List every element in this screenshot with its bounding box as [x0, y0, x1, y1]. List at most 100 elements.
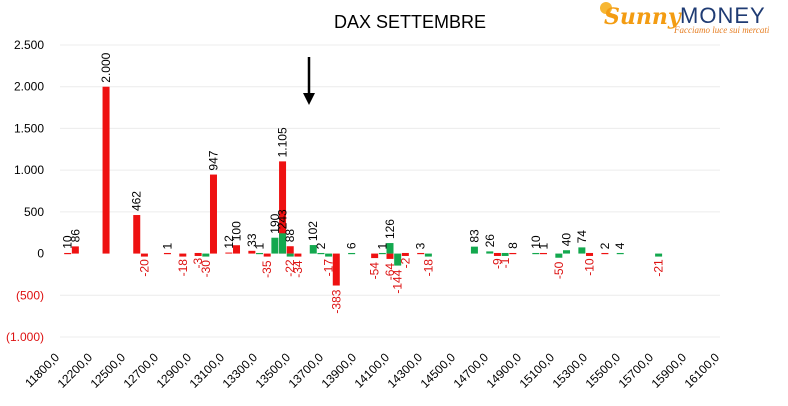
bar [348, 252, 356, 255]
data-label: 4 [613, 242, 627, 249]
bar [601, 252, 609, 255]
bar [294, 253, 302, 257]
x-tick-label: 14700,0 [451, 350, 492, 391]
bar [263, 253, 271, 257]
bar [563, 250, 571, 254]
data-label: 1.105 [276, 127, 290, 157]
data-label: -2 [398, 257, 412, 268]
x-tick-label: 11800,0 [22, 350, 62, 390]
x-tick-label: 15900,0 [649, 350, 690, 391]
logo-money-text: MONEY [680, 3, 766, 28]
data-label: 126 [383, 219, 397, 239]
gridlines [60, 44, 720, 338]
y-axis: 2.500 2.000 1.500 1.000 500 0 (500) (1.000) [6, 38, 44, 344]
y-tick-label: 2.500 [14, 38, 44, 52]
y-tick-label: 0 [37, 247, 44, 261]
chart-title: DAX SETTEMBRE [334, 12, 486, 32]
data-label: 102 [306, 221, 320, 241]
bar [501, 252, 509, 256]
x-tick-label: 12500,0 [88, 350, 129, 391]
bar [286, 253, 294, 257]
bar [655, 253, 663, 257]
data-label: 2 [598, 242, 612, 249]
data-label: -20 [137, 259, 151, 277]
data-label: 40 [560, 233, 574, 247]
bar [309, 245, 317, 254]
y-tick-label: 2.000 [14, 80, 44, 94]
x-tick-label: 13900,0 [319, 350, 360, 391]
data-label: 8 [506, 242, 520, 249]
data-label: -34 [291, 260, 305, 278]
bar [386, 243, 394, 254]
bar [140, 253, 148, 257]
data-label: -35 [260, 260, 274, 278]
bar [233, 245, 241, 254]
x-tick-label: 15300,0 [550, 350, 591, 391]
bar [539, 252, 547, 255]
data-label: 33 [245, 233, 259, 247]
bar [225, 252, 233, 254]
bar [317, 252, 325, 255]
bar [401, 252, 409, 256]
bar [424, 253, 432, 257]
data-label: -10 [583, 258, 597, 276]
data-label: 1 [253, 242, 267, 249]
bar [179, 253, 187, 257]
data-label: 12 [222, 235, 236, 249]
bar [64, 252, 72, 255]
x-tick-label: 13500,0 [253, 350, 294, 391]
bar [532, 252, 540, 255]
bar [279, 161, 287, 254]
data-label: -18 [176, 259, 190, 277]
x-tick-label: 14500,0 [418, 350, 459, 391]
x-tick-label: 12700,0 [121, 350, 162, 391]
bar [493, 252, 501, 256]
data-label: 3 [414, 242, 428, 249]
y-tick-label: 1.000 [14, 163, 44, 177]
x-tick-label: 12900,0 [154, 350, 195, 391]
data-label: 83 [467, 229, 481, 243]
data-label: -383 [329, 289, 343, 313]
bar [248, 250, 256, 254]
bar [486, 251, 494, 254]
bar [394, 253, 402, 266]
data-label: 10 [529, 235, 543, 249]
data-label: 26 [483, 234, 497, 248]
data-label: 243 [276, 209, 290, 229]
bar [417, 252, 425, 255]
bar [555, 253, 563, 258]
data-label: 1 [375, 242, 389, 249]
logo-tagline: Facciamo luce sui mercati [674, 25, 770, 35]
bar [371, 253, 379, 259]
sunny-money-logo: Sunny MONEY Facciamo luce sui mercati [600, 2, 784, 40]
data-label: 86 [68, 229, 82, 243]
bar [71, 246, 79, 254]
bar [470, 246, 478, 254]
bar [386, 253, 394, 259]
bar [163, 252, 171, 255]
bar [133, 215, 141, 254]
bar [509, 252, 517, 255]
data-label: 947 [206, 150, 220, 170]
y-tick-label: 500 [24, 205, 44, 219]
data-label: -22 [283, 259, 297, 277]
x-tick-label: 13100,0 [187, 350, 228, 391]
data-label: 74 [575, 230, 589, 244]
x-tick-label: 16100,0 [682, 350, 723, 391]
x-tick-label: 14100,0 [352, 350, 393, 391]
y-tick-label: (1.000) [6, 330, 44, 344]
bar [378, 252, 386, 255]
data-label: 462 [130, 191, 144, 211]
bar [256, 252, 264, 255]
bar [578, 247, 586, 254]
data-label: -54 [368, 262, 382, 280]
bar [586, 252, 594, 256]
x-tick-label: 13700,0 [286, 350, 327, 391]
data-label: -17 [322, 259, 336, 277]
data-label: 2 [314, 242, 328, 249]
bar [279, 233, 287, 254]
data-label: -9 [490, 258, 504, 269]
data-label: 1 [160, 242, 174, 249]
data-label: 2.000 [99, 52, 113, 82]
